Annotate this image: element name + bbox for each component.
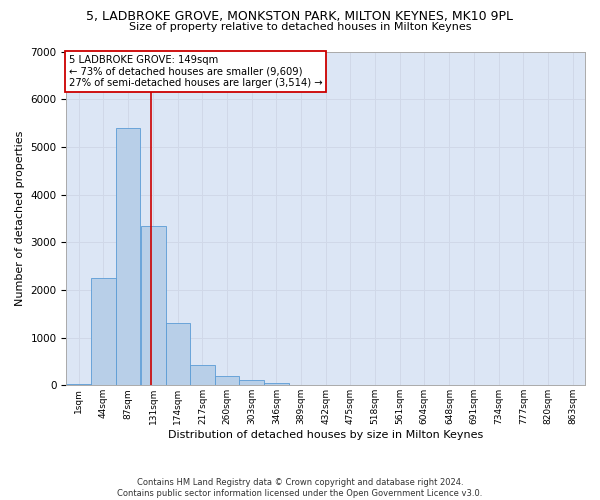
Bar (67, 384, 91, 386)
Y-axis label: Number of detached properties: Number of detached properties (15, 130, 25, 306)
Bar (264, 383, 289, 386)
X-axis label: Distribution of detached houses by size in Milton Keynes: Distribution of detached houses by size … (168, 430, 484, 440)
Bar (141, 226, 166, 386)
Text: Contains HM Land Registry data © Crown copyright and database right 2024.
Contai: Contains HM Land Registry data © Crown c… (118, 478, 482, 498)
Bar (91, 278, 116, 386)
Text: 5 LADBROKE GROVE: 149sqm
← 73% of detached houses are smaller (9,609)
27% of sem: 5 LADBROKE GROVE: 149sqm ← 73% of detach… (69, 55, 323, 88)
Bar (190, 366, 215, 386)
Bar (166, 324, 190, 386)
Text: 5, LADBROKE GROVE, MONKSTON PARK, MILTON KEYNES, MK10 9PL: 5, LADBROKE GROVE, MONKSTON PARK, MILTON… (86, 10, 514, 23)
Bar (289, 384, 313, 386)
Bar (239, 380, 264, 386)
Bar (116, 128, 140, 386)
Text: Size of property relative to detached houses in Milton Keynes: Size of property relative to detached ho… (129, 22, 471, 32)
Bar (215, 376, 239, 386)
